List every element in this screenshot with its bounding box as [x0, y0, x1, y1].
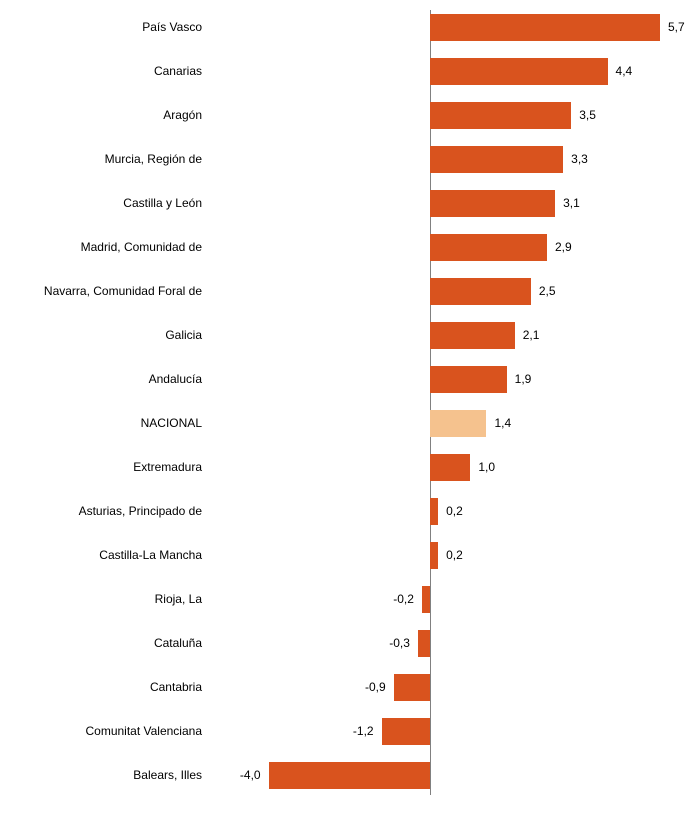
- bar: [430, 454, 470, 481]
- category-label: Castilla y León: [0, 190, 210, 217]
- bar: [394, 674, 430, 701]
- chart-row: Rioja, La -0,2: [0, 586, 700, 613]
- category-label: Cantabria: [0, 674, 210, 701]
- value-label: 1,9: [515, 366, 532, 393]
- value-label: 2,9: [555, 234, 572, 261]
- category-label: Andalucía: [0, 366, 210, 393]
- value-label: 2,1: [523, 322, 540, 349]
- value-label: -1,2: [353, 718, 374, 745]
- bar: [430, 14, 660, 41]
- chart-row: Cataluña -0,3: [0, 630, 700, 657]
- chart-row: Castilla y León 3,1: [0, 190, 700, 217]
- bar: [430, 366, 507, 393]
- value-label: 3,5: [579, 102, 596, 129]
- category-label: NACIONAL: [0, 410, 210, 437]
- value-label: 1,4: [494, 410, 511, 437]
- value-label: -0,2: [393, 586, 414, 613]
- bar: [430, 234, 547, 261]
- category-label: País Vasco: [0, 14, 210, 41]
- value-label: 0,2: [446, 542, 463, 569]
- chart-row: Comunitat Valenciana -1,2: [0, 718, 700, 745]
- bar: [422, 586, 430, 613]
- chart-row: Navarra, Comunidad Foral de 2,5: [0, 278, 700, 305]
- category-label: Madrid, Comunidad de: [0, 234, 210, 261]
- chart-row: Extremadura 1,0: [0, 454, 700, 481]
- category-label: Galicia: [0, 322, 210, 349]
- bar: [418, 630, 430, 657]
- bar: [430, 542, 438, 569]
- bar: [430, 498, 438, 525]
- chart-row: País Vasco 5,7: [0, 14, 700, 41]
- chart-row: Castilla-La Mancha 0,2: [0, 542, 700, 569]
- bar: [430, 58, 608, 85]
- chart-row: Murcia, Región de 3,3: [0, 146, 700, 173]
- value-label: 3,3: [571, 146, 588, 173]
- category-label: Canarias: [0, 58, 210, 85]
- bar: [430, 102, 571, 129]
- chart-row: Balears, Illes -4,0: [0, 762, 700, 789]
- value-label: 4,4: [616, 58, 633, 85]
- chart-row: Galicia 2,1: [0, 322, 700, 349]
- category-label: Extremadura: [0, 454, 210, 481]
- horizontal-bar-chart: País Vasco 5,7 Canarias 4,4 Aragón 3,5 Murcia,…: [0, 0, 700, 821]
- value-label: -0,9: [365, 674, 386, 701]
- chart-row: Aragón 3,5: [0, 102, 700, 129]
- value-label: 3,1: [563, 190, 580, 217]
- value-label: -4,0: [240, 762, 261, 789]
- category-label: Balears, Illes: [0, 762, 210, 789]
- chart-row: Andalucía 1,9: [0, 366, 700, 393]
- value-label: 1,0: [478, 454, 495, 481]
- value-label: 5,7: [668, 14, 685, 41]
- category-label: Rioja, La: [0, 586, 210, 613]
- chart-row: Asturias, Principado de 0,2: [0, 498, 700, 525]
- category-label: Aragón: [0, 102, 210, 129]
- chart-row: Madrid, Comunidad de 2,9: [0, 234, 700, 261]
- chart-row: Canarias 4,4: [0, 58, 700, 85]
- value-label: 0,2: [446, 498, 463, 525]
- chart-row: NACIONAL 1,4: [0, 410, 700, 437]
- category-label: Navarra, Comunidad Foral de: [0, 278, 210, 305]
- bar: [430, 278, 531, 305]
- category-label: Castilla-La Mancha: [0, 542, 210, 569]
- bar: [430, 410, 486, 437]
- category-label: Cataluña: [0, 630, 210, 657]
- bar: [430, 146, 563, 173]
- bar: [269, 762, 430, 789]
- category-label: Comunitat Valenciana: [0, 718, 210, 745]
- bar: [382, 718, 430, 745]
- value-label: -0,3: [389, 630, 410, 657]
- value-label: 2,5: [539, 278, 556, 305]
- category-label: Murcia, Región de: [0, 146, 210, 173]
- bar: [430, 190, 555, 217]
- category-label: Asturias, Principado de: [0, 498, 210, 525]
- bar: [430, 322, 515, 349]
- chart-row: Cantabria -0,9: [0, 674, 700, 701]
